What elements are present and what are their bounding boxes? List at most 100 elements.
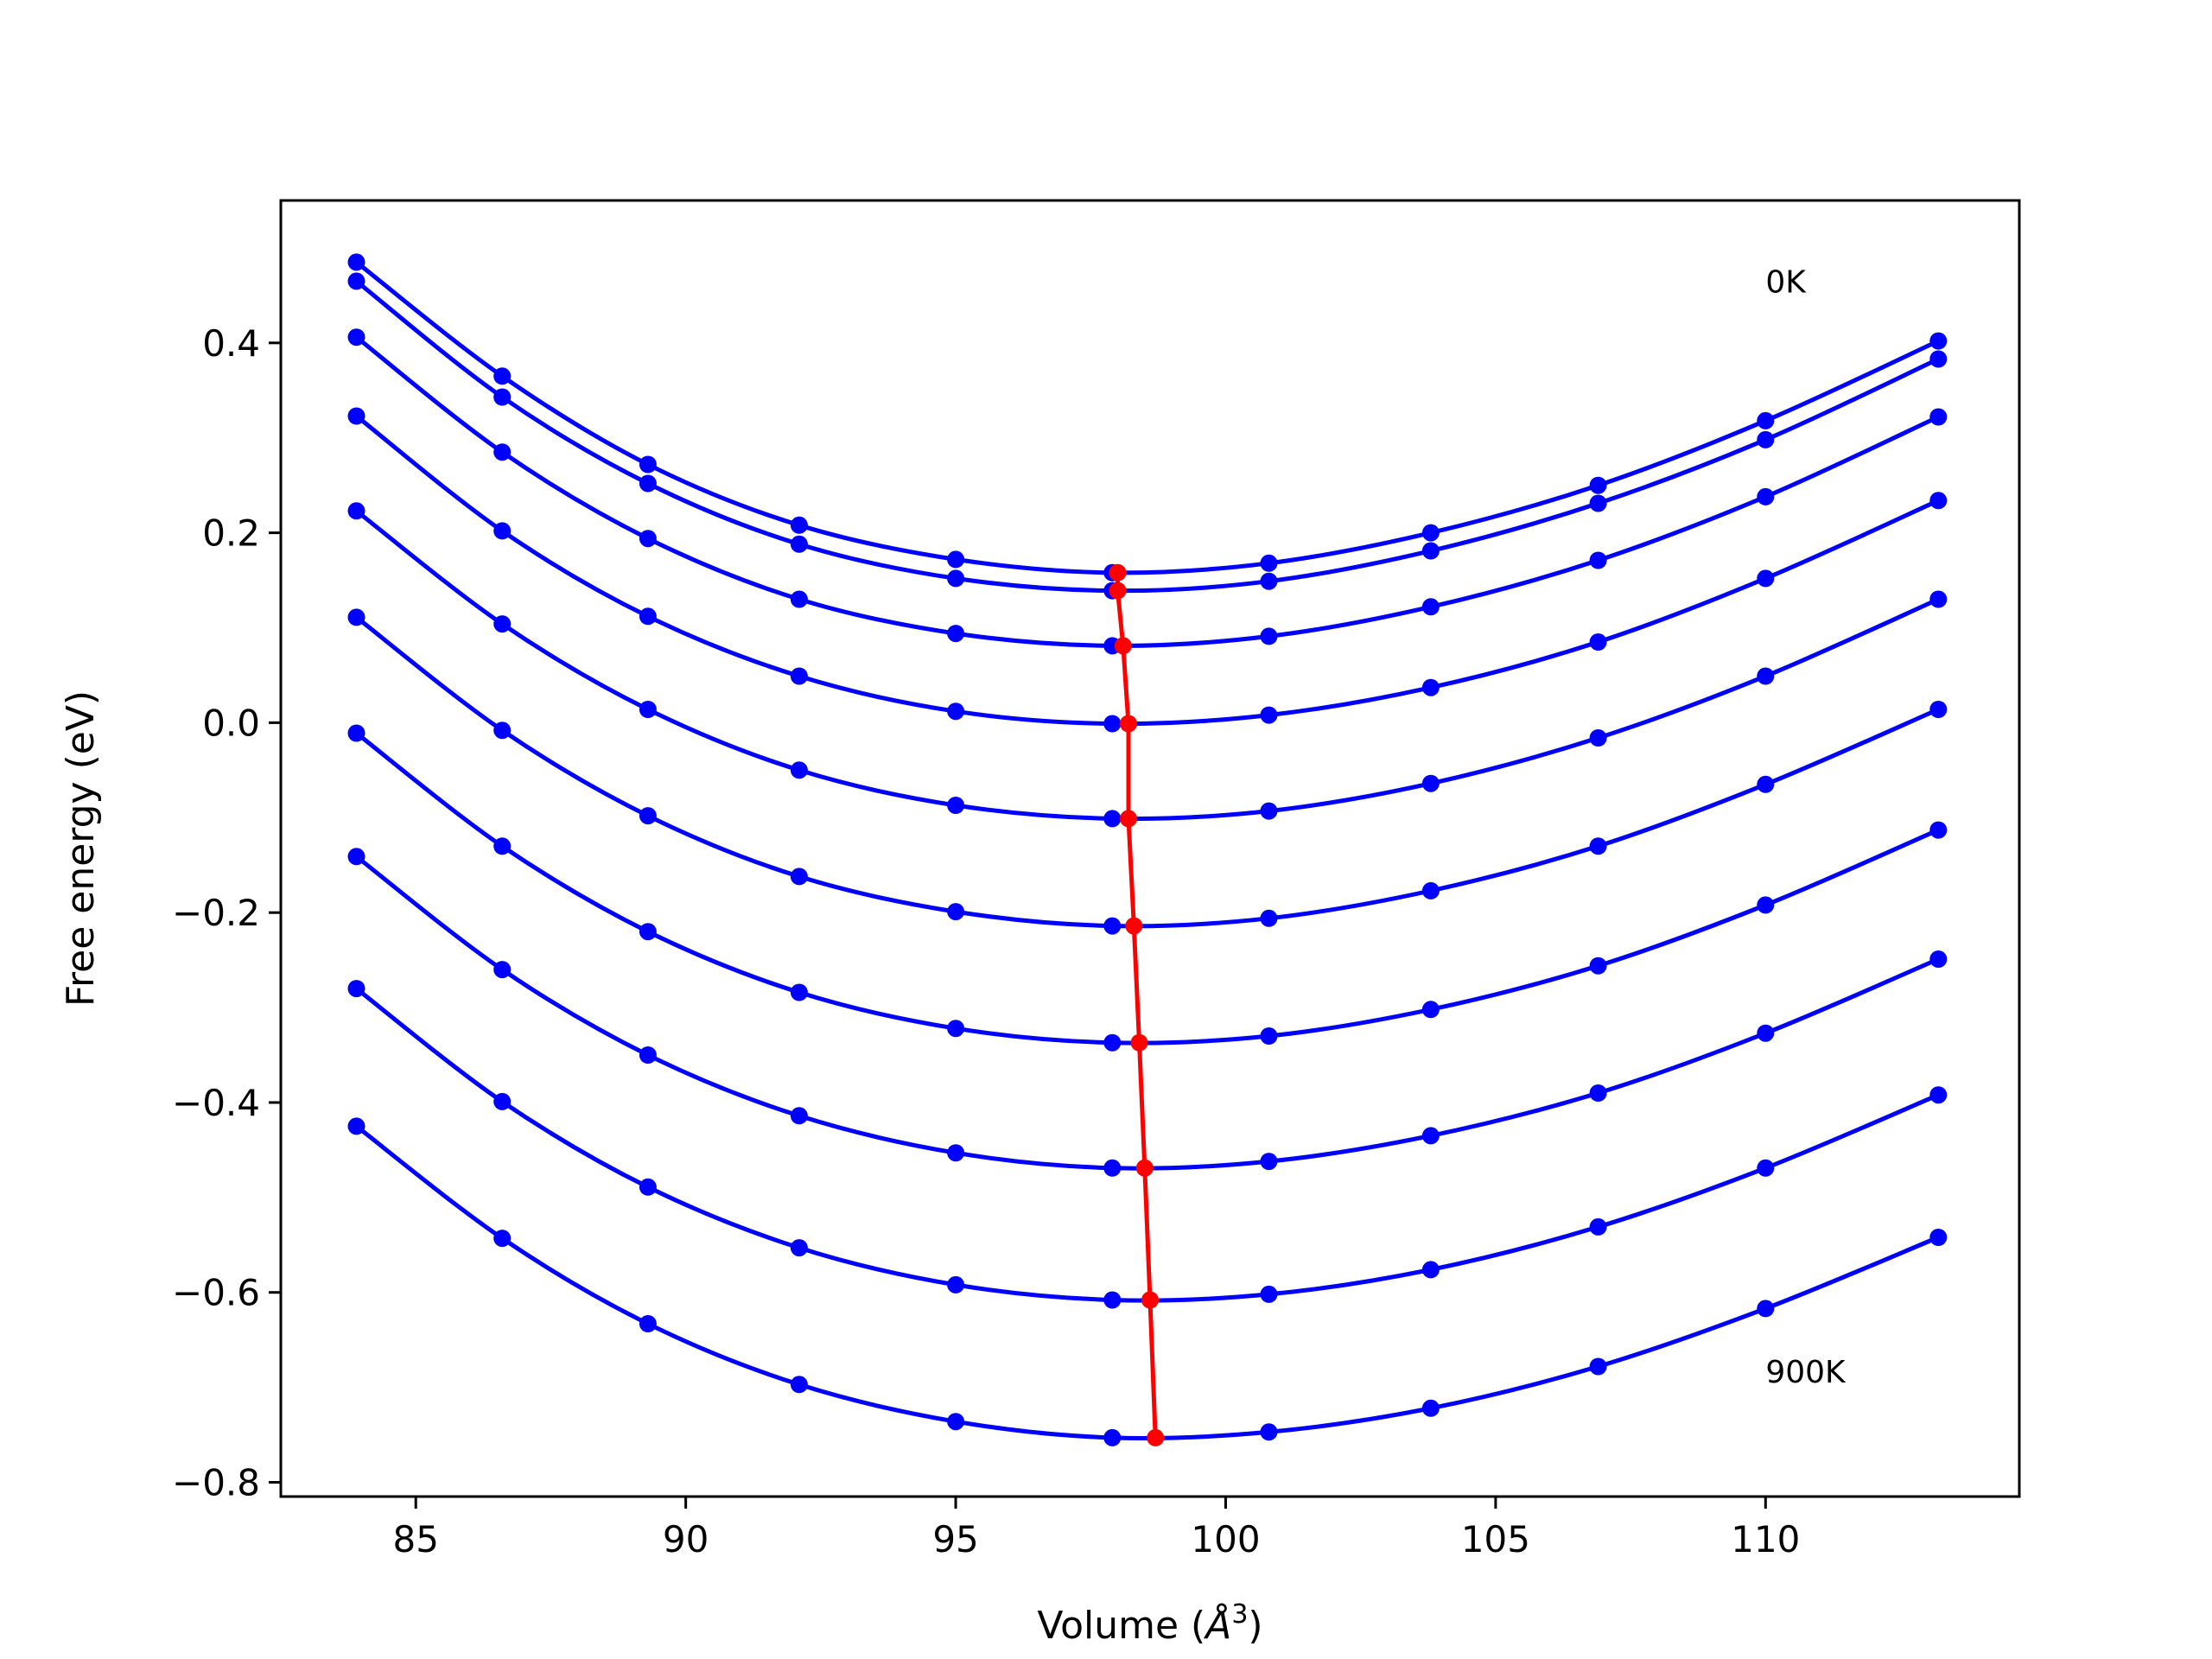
- y-tick-label-3: −0.2: [172, 892, 260, 934]
- data-point-6-1: [493, 837, 512, 855]
- data-point-5-2: [639, 807, 657, 825]
- y-axis-ticks: 0.4 0.2 0.0 −0.2 −0.4 −0.6 −0.8: [172, 322, 281, 1504]
- series-7: [347, 848, 1948, 1177]
- data-point-4-0: [347, 502, 365, 520]
- data-point-8-7: [1421, 1261, 1440, 1279]
- data-point-0-9: [1757, 411, 1775, 429]
- data-point-0-7: [1421, 524, 1440, 542]
- y-tick-label-0: 0.4: [202, 322, 260, 365]
- data-point-3-9: [1757, 569, 1775, 588]
- data-point-4-4: [947, 797, 965, 814]
- y-tick-label-4: −0.4: [172, 1082, 260, 1124]
- data-point-0-6: [1260, 554, 1278, 572]
- data-point-8-8: [1589, 1217, 1607, 1236]
- minimum-point-0: [1109, 563, 1127, 582]
- data-point-0-4: [947, 550, 965, 569]
- series-5: [347, 608, 1948, 935]
- data-point-9-2: [639, 1315, 657, 1332]
- data-point-3-6: [1260, 706, 1278, 724]
- minimum-point-1: [1109, 582, 1127, 600]
- data-point-7-10: [1929, 950, 1948, 968]
- data-point-0-1: [493, 367, 512, 385]
- data-point-6-8: [1589, 957, 1607, 975]
- x-tick-label-1: 90: [663, 1518, 709, 1560]
- data-point-4-1: [493, 615, 512, 633]
- data-point-6-9: [1757, 896, 1775, 914]
- data-point-1-10: [1929, 350, 1948, 368]
- data-point-4-7: [1421, 774, 1440, 792]
- data-point-3-4: [947, 702, 965, 721]
- y-tick-label-6: −0.8: [172, 1462, 260, 1504]
- x-axis-label: Volume (Å3): [1037, 1599, 1262, 1648]
- minima-line: [1116, 572, 1158, 1438]
- data-point-2-10: [1929, 408, 1948, 426]
- annotations-layer: 0K 900K: [1765, 264, 1847, 1390]
- data-point-3-10: [1929, 492, 1948, 510]
- data-point-0-3: [790, 516, 808, 534]
- minimum-point-4: [1120, 810, 1137, 828]
- data-point-3-3: [790, 667, 808, 685]
- data-point-5-3: [790, 868, 808, 886]
- data-point-1-7: [1421, 542, 1440, 560]
- data-point-5-4: [947, 903, 965, 921]
- data-point-7-6: [1260, 1153, 1278, 1171]
- annotation-1: 900K: [1765, 1355, 1847, 1390]
- data-point-5-9: [1757, 775, 1775, 793]
- data-point-8-10: [1929, 1086, 1948, 1104]
- x-tick-label-3: 100: [1191, 1518, 1260, 1560]
- minimum-point-5: [1125, 917, 1143, 935]
- data-point-7-8: [1589, 1084, 1607, 1102]
- data-point-2-8: [1589, 551, 1607, 569]
- data-point-5-0: [347, 608, 365, 626]
- data-point-1-2: [639, 474, 657, 493]
- data-point-4-5: [1103, 810, 1122, 828]
- data-point-6-6: [1260, 1027, 1278, 1045]
- data-point-8-1: [493, 1092, 512, 1110]
- x-tick-label-0: 85: [392, 1518, 438, 1560]
- x-axis-label-close: ): [1248, 1604, 1262, 1648]
- data-point-6-3: [790, 983, 808, 1001]
- data-point-4-3: [790, 761, 808, 779]
- data-point-3-2: [639, 607, 657, 626]
- plot-frame: [279, 199, 2021, 1498]
- data-point-0-8: [1589, 476, 1607, 494]
- data-point-4-10: [1929, 590, 1948, 608]
- data-point-1-3: [790, 535, 808, 553]
- data-point-5-6: [1260, 909, 1278, 927]
- data-point-4-2: [639, 701, 657, 718]
- data-point-9-6: [1260, 1423, 1278, 1441]
- data-point-9-9: [1757, 1300, 1775, 1318]
- data-point-0-0: [347, 253, 365, 271]
- data-point-8-6: [1260, 1285, 1278, 1303]
- x-axis-label-exponent: 3: [1231, 1599, 1248, 1630]
- data-point-4-6: [1260, 802, 1278, 820]
- data-point-9-8: [1589, 1357, 1607, 1376]
- data-point-9-3: [790, 1376, 808, 1394]
- y-tick-label-5: −0.6: [172, 1272, 260, 1314]
- data-point-0-10: [1929, 332, 1948, 350]
- data-point-9-5: [1103, 1428, 1122, 1446]
- minima-layer: [1109, 563, 1165, 1446]
- x-axis-label-symbol: Å: [1203, 1602, 1231, 1648]
- data-point-8-5: [1103, 1291, 1122, 1309]
- minimum-point-7: [1135, 1159, 1154, 1177]
- data-point-7-3: [790, 1107, 808, 1125]
- data-point-7-7: [1421, 1127, 1440, 1145]
- data-point-9-4: [947, 1413, 965, 1431]
- series-8: [347, 980, 1948, 1309]
- data-point-1-6: [1260, 572, 1278, 590]
- data-point-8-9: [1757, 1159, 1775, 1177]
- series-9: [347, 1117, 1948, 1446]
- minimum-point-9: [1147, 1428, 1165, 1446]
- data-point-6-7: [1421, 1001, 1440, 1019]
- data-point-5-7: [1421, 881, 1440, 899]
- data-point-3-0: [347, 407, 365, 425]
- data-point-8-3: [790, 1239, 808, 1257]
- data-point-6-2: [639, 923, 657, 941]
- data-point-7-2: [639, 1046, 657, 1064]
- data-point-7-0: [347, 848, 365, 866]
- data-point-1-1: [493, 388, 512, 406]
- data-point-6-5: [1103, 1033, 1122, 1052]
- data-point-1-4: [947, 569, 965, 588]
